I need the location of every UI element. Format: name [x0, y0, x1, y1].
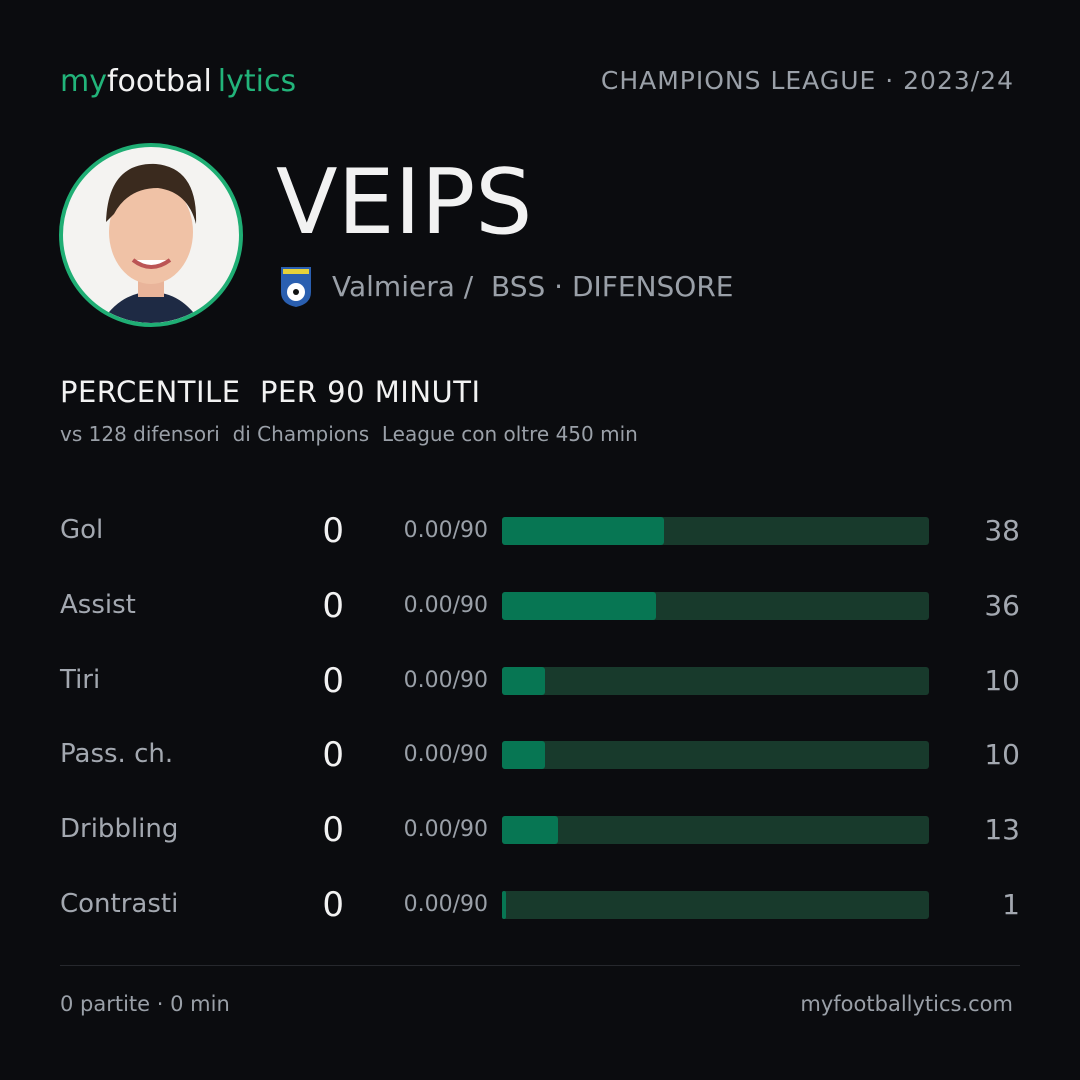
club-info: Valmiera / BSS · DIFENSORE — [332, 270, 734, 303]
row-per90: 0.00/90 — [403, 592, 488, 618]
row-per90: 0.00/90 — [403, 667, 488, 693]
bar — [502, 891, 507, 919]
row-value: 0 — [322, 810, 344, 851]
row-value: 0 — [322, 735, 344, 776]
row-percentile: 36 — [984, 588, 1020, 622]
footer-right: myfootballytics.com — [800, 992, 1013, 1016]
row-label: Dribbling — [60, 814, 179, 845]
brand-part: lytics — [217, 64, 297, 99]
row-label: Assist — [60, 589, 136, 620]
row-value: 0 — [322, 885, 344, 925]
row-label: Contrasti — [60, 889, 179, 919]
row-per90: 0.00/90 — [403, 892, 488, 917]
row-percentile: 1 — [1002, 888, 1020, 921]
row-per90: 0.00/90 — [403, 817, 488, 843]
brand-logo: myfootbal lytics — [60, 64, 296, 99]
bar — [502, 517, 665, 545]
row-percentile: 38 — [984, 514, 1020, 547]
brand-part: footbal — [106, 64, 212, 99]
row-value: 0 — [322, 660, 344, 701]
bar-track — [502, 891, 929, 919]
bar — [502, 591, 656, 620]
row-label: Gol — [60, 515, 104, 545]
row-value: 0 — [322, 585, 344, 626]
club-badge — [281, 267, 311, 307]
player-photo — [59, 143, 243, 327]
row-per90: 0.00/90 — [403, 742, 488, 768]
row-per90: 0.00/90 — [403, 518, 488, 543]
competition: CHAMPIONS LEAGUE · 2023/24 — [600, 66, 1014, 95]
bar — [502, 816, 558, 845]
section-subtitle: vs 128 difensori di Champions League con… — [60, 422, 638, 446]
row-value: 0 — [322, 511, 344, 551]
bar — [502, 666, 545, 695]
bar-track — [502, 816, 929, 845]
player-name: VEIPS — [276, 150, 533, 255]
row-percentile: 10 — [984, 738, 1020, 772]
bar — [502, 741, 545, 770]
bar-track — [502, 741, 929, 770]
bar-track — [502, 666, 929, 695]
brand-part: my — [60, 64, 107, 99]
row-label: Pass. ch. — [60, 739, 174, 770]
footer-left: 0 partite · 0 min — [60, 992, 230, 1016]
row-label: Tiri — [60, 664, 101, 695]
section-title: PERCENTILE PER 90 MINUTI — [60, 375, 481, 409]
row-percentile: 13 — [984, 813, 1020, 847]
row-percentile: 10 — [984, 663, 1020, 697]
divider — [60, 965, 1020, 966]
